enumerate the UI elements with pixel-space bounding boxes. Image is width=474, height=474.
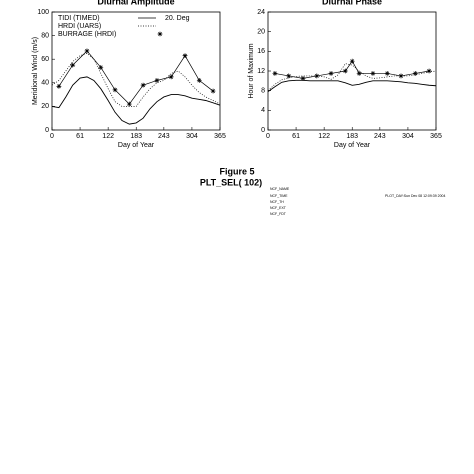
x-tick-label: 0 [266,133,270,140]
series-line [58,50,214,105]
asterisk-marker [56,83,62,89]
asterisk-marker [126,101,132,107]
asterisk-marker [426,68,432,74]
asterisk-marker [210,88,216,94]
y-tick-label: 16 [257,48,265,55]
asterisk-marker [349,58,355,64]
chart-title: Diurnal Phase [322,0,382,6]
asterisk-marker [182,53,188,59]
info: NCF_TIME [270,194,288,198]
asterisk-marker [196,78,202,83]
info: NCF_EXT [270,206,287,210]
x-axis-label: Day of Year [118,142,155,149]
figure-label: Figure 5 [219,166,254,176]
asterisk-marker [112,87,118,93]
plot-frame [267,11,437,131]
info: PLOT_DAY:Sun Dec 08 12:09:39 2004 [385,194,446,198]
y-tick-label: 40 [41,80,49,87]
y-tick-label: 4 [261,107,265,114]
asterisk-marker [314,73,320,79]
asterisk-marker [370,71,376,76]
asterisk-marker [342,68,348,74]
x-tick-label: 0 [50,133,54,140]
x-tick-label: 243 [374,133,386,140]
y-axis-label: Hour of Maximum [248,43,255,98]
x-axis-label: Day of Year [334,142,371,149]
asterisk-marker [412,71,418,76]
asterisk-marker [328,71,334,76]
series-line [267,63,437,91]
info: NCF_TH [270,200,284,204]
asterisk-marker [140,82,146,88]
x-tick-label: 365 [430,133,442,140]
y-tick-label: 0 [261,127,265,134]
y-tick-label: 80 [41,32,49,39]
legend-label: TIDI (TIMED) [58,15,100,22]
info: NCF_NAME [270,187,290,191]
asterisk-marker [98,65,104,70]
asterisk-marker [168,74,174,80]
x-tick-label: 122 [318,133,330,140]
info: NCF_FDT [270,212,287,216]
chart-title: Diurnal Amplitude [97,0,174,6]
y-tick-label: 20 [41,103,49,110]
y-axis-label: Meridional Wind (m/s) [32,37,39,105]
asterisk-marker [70,62,76,68]
x-tick-label: 61 [76,133,84,140]
x-tick-label: 183 [346,133,358,140]
x-tick-label: 243 [158,133,170,140]
x-tick-label: 304 [186,133,198,140]
asterisk-marker [286,73,292,79]
plot-label: PLT_SEL( 102) [200,177,262,187]
series-line [267,79,437,93]
legend-symbol [157,31,163,37]
legend-label: HRDI (UARS) [58,23,101,30]
y-tick-label: 0 [45,127,49,134]
series-line [51,52,221,107]
x-tick-label: 122 [102,133,114,140]
asterisk-marker [154,78,160,83]
annotation: 20. Deg [165,15,190,22]
y-tick-label: 20 [257,29,265,36]
series-line [274,60,430,79]
legend-label: BURRAGE (HRDI) [58,31,116,38]
y-tick-label: 60 [41,56,49,63]
asterisk-marker [272,71,278,76]
asterisk-marker [300,75,306,81]
y-tick-label: 12 [257,68,265,75]
asterisk-marker [356,71,362,76]
x-tick-label: 304 [402,133,414,140]
asterisk-marker [84,48,90,54]
x-tick-label: 183 [130,133,142,140]
asterisk-marker [398,73,404,79]
x-tick-label: 61 [292,133,300,140]
y-tick-label: 100 [37,9,49,16]
y-tick-label: 24 [257,9,265,16]
asterisk-marker [384,71,390,76]
y-tick-label: 8 [261,88,265,95]
x-tick-label: 365 [214,133,226,140]
series-line [51,76,221,125]
